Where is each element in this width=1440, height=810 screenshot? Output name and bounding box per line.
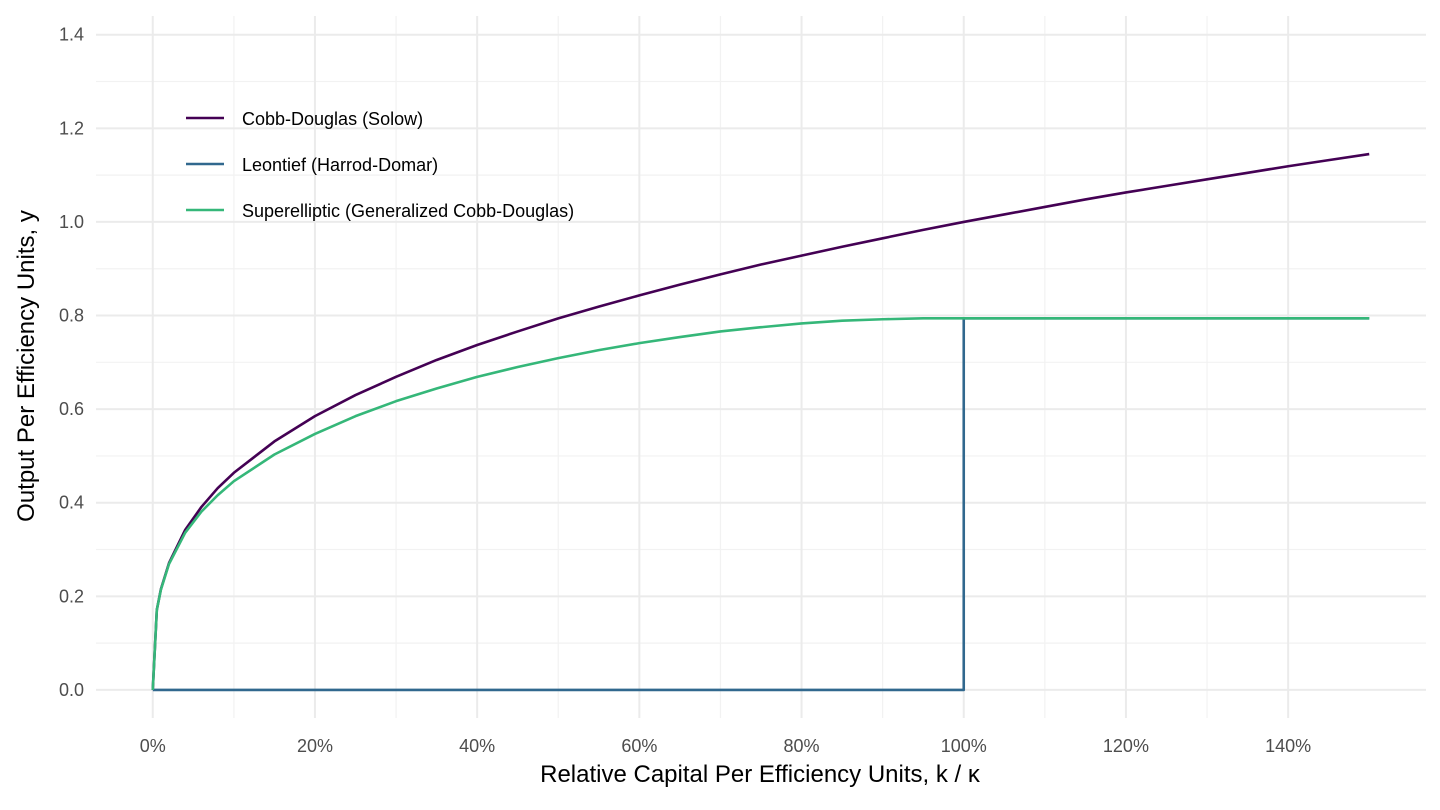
series-line-cobb-douglas-solow (151, 152, 1370, 690)
y-tick-label: 0.8 (59, 306, 84, 326)
y-axis-title: Output Per Efficiency Units, y (13, 210, 40, 522)
x-tick-label: 80% (784, 736, 820, 756)
y-tick-label: 1.0 (59, 212, 84, 232)
x-tick-label: 40% (459, 736, 495, 756)
y-axis-ticks: 0.0 0.2 0.4 0.6 0.8 1.0 1.2 1.4 (59, 25, 84, 700)
minor-gridlines (96, 16, 1426, 718)
legend: Cobb-Douglas (Solow) Leontief (Harrod-Dom… (186, 109, 574, 221)
y-tick-label: 0.4 (59, 493, 84, 513)
series-line-leontief-harrod-domar (152, 317, 1370, 692)
y-tick-label: 0.0 (59, 680, 84, 700)
y-tick-label: 1.2 (59, 118, 84, 138)
series-line-superelliptic-generalized-cobb-douglas (151, 317, 1370, 690)
x-tick-label: 140% (1265, 736, 1311, 756)
y-tick-label: 0.6 (59, 399, 84, 419)
x-axis-title: Relative Capital Per Efficiency Units, k… (540, 761, 981, 788)
y-tick-label: 0.2 (59, 586, 84, 606)
legend-label-superelliptic-generalized-cobb-douglas: Superelliptic (Generalized Cobb-Douglas) (242, 201, 574, 221)
y-tick-label: 1.4 (59, 25, 84, 45)
legend-label-cobb-douglas-solow: Cobb-Douglas (Solow) (242, 109, 423, 129)
series-lines (151, 152, 1370, 692)
x-axis-ticks: 0% 20% 40% 60% 80% 100% 120% 140% (140, 736, 1311, 756)
x-tick-label: 100% (941, 736, 987, 756)
x-tick-label: 0% (140, 736, 166, 756)
x-tick-label: 20% (297, 736, 333, 756)
major-gridlines (96, 16, 1426, 718)
x-tick-label: 60% (621, 736, 657, 756)
legend-label-leontief-harrod-domar: Leontief (Harrod-Domar) (242, 155, 438, 175)
x-tick-label: 120% (1103, 736, 1149, 756)
